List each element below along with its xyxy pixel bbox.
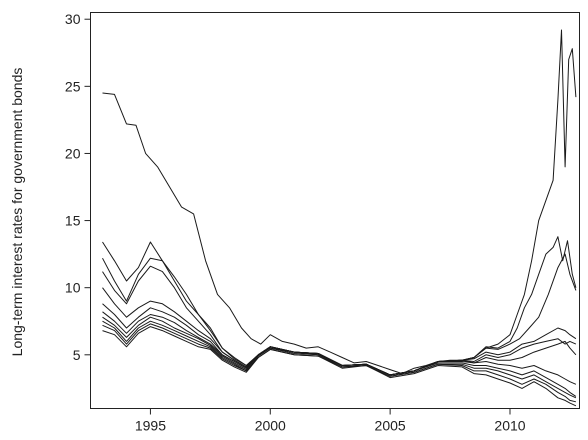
- y-tick-label-10: 10: [65, 280, 81, 296]
- x-tick-label-2005: 2005: [375, 418, 406, 434]
- series-line-3: [102, 253, 577, 376]
- y-axis-title: Long-term interest rates for government …: [9, 68, 25, 357]
- plot-frame: [90, 12, 580, 409]
- series-line-9: [102, 320, 577, 399]
- y-tick-label-25: 25: [65, 78, 81, 94]
- y-tick-label-20: 20: [65, 145, 81, 161]
- series-line-8: [102, 316, 577, 397]
- series-line-2: [102, 236, 577, 376]
- series-line-5: [102, 287, 577, 376]
- series-line-10: [102, 323, 577, 403]
- y-tick-label-5: 5: [73, 347, 81, 363]
- series-line-7: [102, 311, 577, 385]
- series-line-1: [102, 29, 577, 375]
- series-line-4: [102, 265, 577, 376]
- x-tick-label-2010: 2010: [494, 418, 525, 434]
- y-tick-label-15: 15: [65, 213, 81, 229]
- x-tick-label-2000: 2000: [255, 418, 286, 434]
- x-tick-label-1995: 1995: [135, 418, 166, 434]
- y-tick-label-30: 30: [65, 11, 81, 27]
- series-layer: [102, 29, 577, 407]
- axis-layer: 1995 2000 2005 2010 5 10 15 20 25 30: [65, 11, 526, 433]
- series-line-11: [102, 326, 577, 407]
